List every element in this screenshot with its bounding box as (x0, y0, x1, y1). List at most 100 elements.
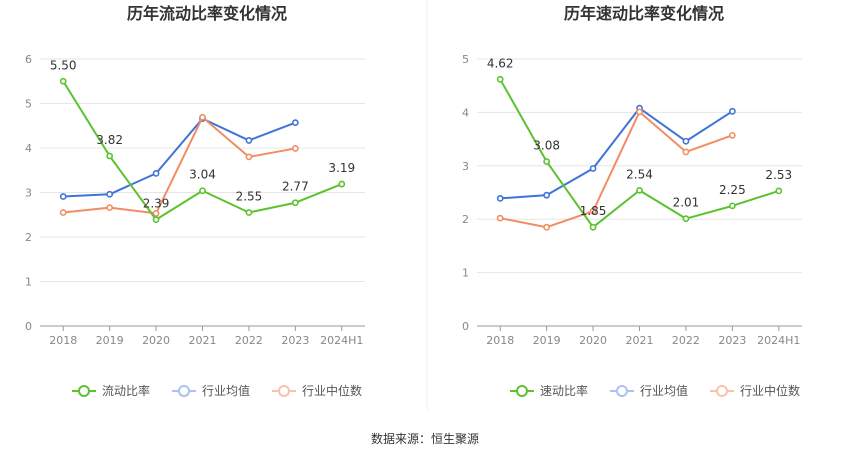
y-tick-label: 0 (25, 320, 32, 333)
legend-item-1: 行业均值 (172, 383, 250, 398)
x-tick-label: 2021 (189, 334, 217, 347)
legend-swatch-marker (716, 385, 728, 397)
data-point (496, 75, 504, 83)
data-point (245, 209, 253, 216)
data-source-label: 数据来源：恒生聚源 (371, 431, 479, 446)
data-point (682, 137, 690, 145)
legend-swatch-marker (516, 385, 528, 397)
data-label: 2.39 (143, 197, 170, 211)
series-line-1 (500, 107, 733, 200)
legend-item-0: 流动比率 (72, 383, 150, 398)
x-tick-label: 2022 (235, 334, 263, 347)
data-point (245, 153, 253, 161)
data-point (589, 165, 597, 172)
legend-label: 行业均值 (640, 383, 688, 398)
data-point (543, 191, 551, 199)
x-tick-label: 2020 (142, 334, 170, 347)
x-tick-label: 2022 (672, 334, 700, 347)
data-point (636, 108, 643, 116)
data-point (291, 119, 299, 127)
data-label: 2.55 (236, 190, 263, 204)
data-label: 2.77 (282, 180, 309, 194)
legend-item-2: 行业中位数 (710, 383, 800, 398)
data-point (728, 107, 736, 115)
chart-title: 历年速动比率变化情况 (564, 4, 724, 23)
data-label: 3.08 (533, 139, 560, 153)
series-line-0 (62, 80, 343, 221)
data-label: 2.01 (673, 196, 700, 210)
data-label: 3.04 (189, 168, 216, 182)
data-point (245, 137, 253, 144)
data-point (106, 152, 114, 160)
data-label: 1.85 (580, 204, 607, 218)
legend-label: 速动比率 (540, 383, 588, 398)
y-tick-label: 6 (25, 53, 32, 66)
legend-label: 流动比率 (102, 383, 150, 398)
x-tick-label: 2020 (579, 334, 607, 347)
data-point (291, 145, 299, 152)
data-point (152, 216, 160, 224)
x-tick-label: 2019 (533, 334, 561, 347)
data-point (59, 193, 67, 200)
y-tick-label: 0 (462, 320, 469, 333)
legend-label: 行业中位数 (740, 383, 800, 398)
y-tick-label: 3 (25, 187, 32, 200)
y-tick-label: 4 (25, 142, 32, 155)
y-tick-label: 4 (462, 106, 469, 119)
chart-panel-0: 历年流动比率变化情况 0 1 2 3 4 5 6 2018 2019 2020 2021 2022 202… (25, 4, 365, 398)
data-point (589, 223, 597, 231)
legend-label: 行业均值 (202, 383, 250, 398)
data-point (338, 180, 346, 188)
y-tick-label: 1 (25, 276, 32, 289)
y-tick-label: 5 (25, 98, 32, 111)
x-tick-label: 2023 (718, 334, 746, 347)
x-tick-label: 2021 (626, 334, 654, 347)
y-tick-label: 2 (462, 213, 469, 226)
data-point (775, 187, 783, 195)
data-point (682, 215, 690, 223)
x-tick-label: 2023 (281, 334, 309, 347)
x-tick-label: 2018 (486, 334, 514, 347)
x-tick-label: 2018 (49, 334, 77, 347)
data-point (59, 77, 67, 85)
series-line-2 (63, 116, 296, 215)
data-point (106, 190, 114, 198)
data-point (496, 194, 504, 202)
y-tick-label: 1 (462, 267, 469, 280)
data-label: 2.53 (765, 168, 792, 182)
x-tick-label: 2024H1 (757, 334, 800, 347)
data-point (543, 223, 551, 231)
legend-swatch-marker (616, 385, 628, 397)
data-point (496, 214, 504, 222)
legend-swatch-marker (178, 385, 190, 397)
data-point (152, 210, 160, 217)
data-point (199, 187, 206, 195)
data-label: 3.19 (328, 161, 355, 175)
data-point (291, 199, 299, 207)
data-label: 3.82 (96, 133, 123, 147)
data-point (152, 169, 160, 177)
chart-panel-1: 历年速动比率变化情况 0 1 2 3 4 5 2018 2019 2020 2021 2022 2023… (462, 4, 802, 398)
data-point (106, 204, 114, 212)
data-label: 5.50 (50, 58, 77, 72)
data-point (589, 207, 597, 215)
data-point (199, 113, 206, 121)
series-line-2 (500, 110, 733, 229)
data-label: 4.62 (487, 56, 514, 70)
data-label: 2.54 (626, 167, 653, 181)
legend-swatch-marker (78, 385, 90, 397)
data-point (636, 186, 643, 194)
x-tick-label: 2019 (96, 334, 124, 347)
data-point (728, 131, 736, 139)
series-line-1 (63, 117, 296, 198)
data-point (59, 209, 67, 216)
legend-item-1: 行业均值 (610, 383, 688, 398)
legend-item-2: 行业中位数 (272, 383, 362, 398)
series-line-0 (499, 78, 780, 229)
chart-title: 历年流动比率变化情况 (127, 4, 287, 23)
data-point (543, 158, 551, 165)
legend-swatch-marker (278, 385, 290, 397)
data-label: 2.25 (719, 183, 746, 197)
x-tick-label: 2024H1 (320, 334, 363, 347)
